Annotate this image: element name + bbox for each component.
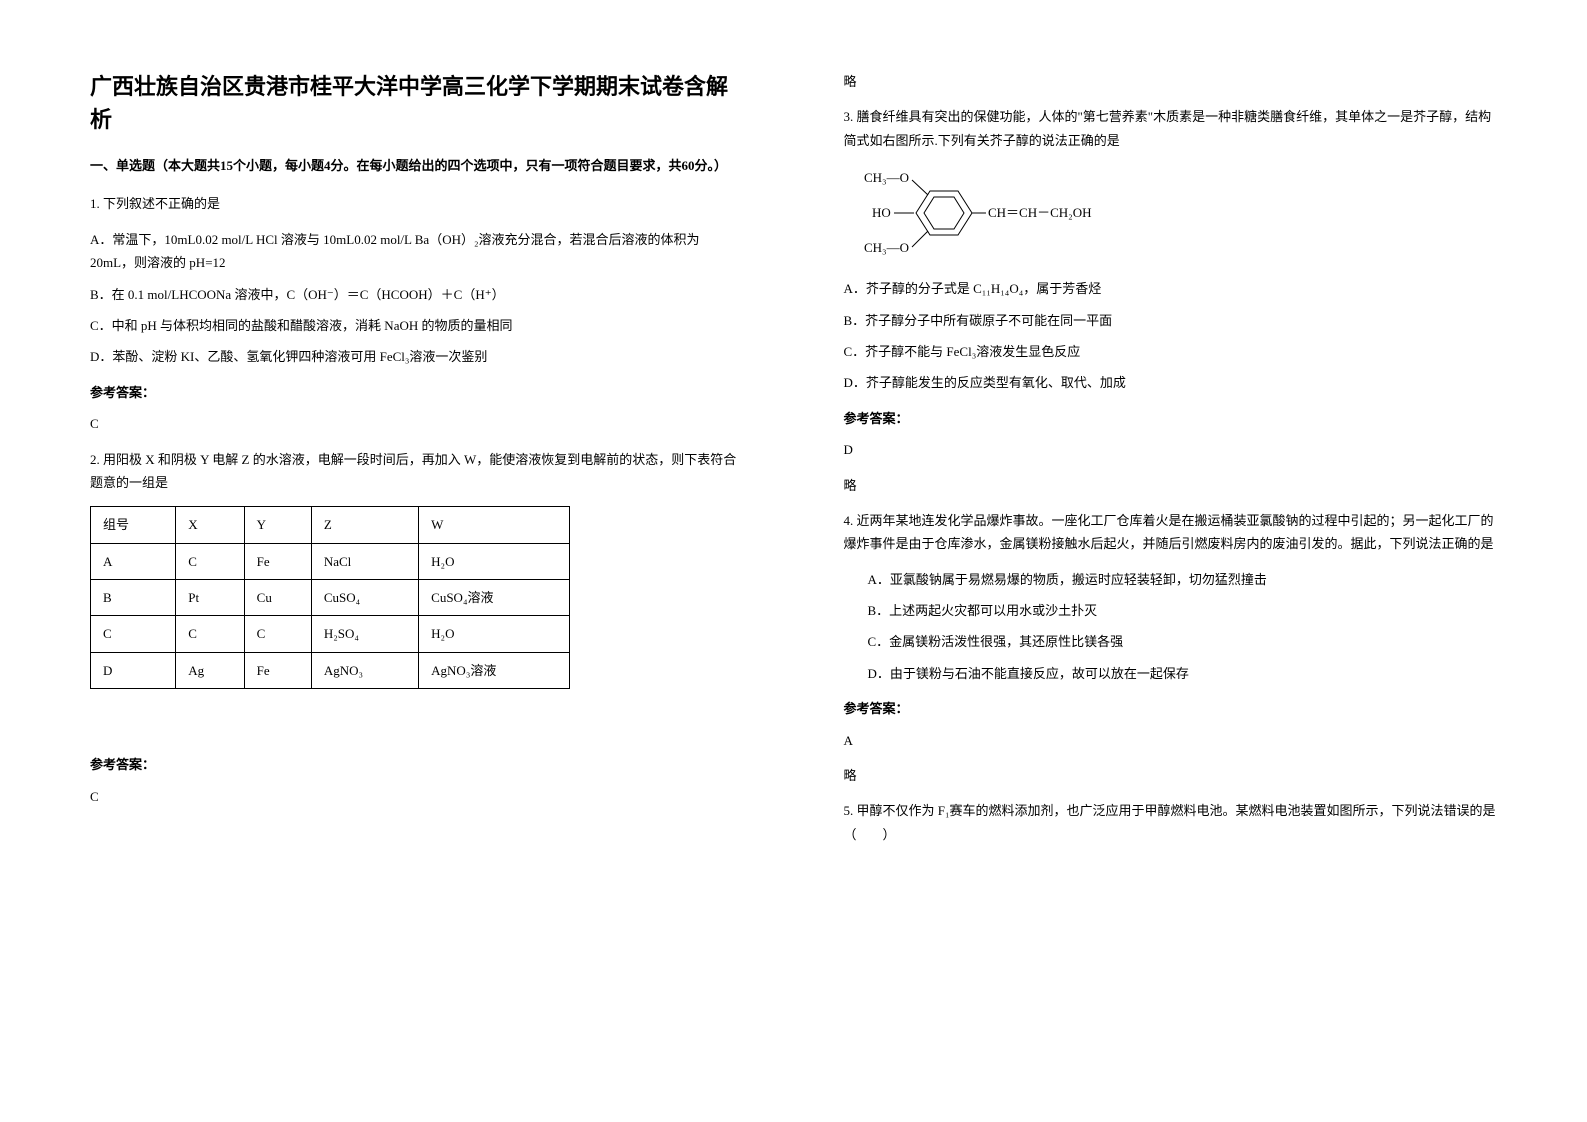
table-header-row: 组号 X Y Z W	[91, 507, 570, 543]
q3-optC: C．芥子醇不能与 FeCl₃溶液发生显色反应	[844, 340, 1498, 363]
table-header: Z	[311, 507, 418, 543]
table-cell: AgNO₃溶液	[419, 652, 570, 688]
table-cell: H₂O	[419, 543, 570, 579]
q1-answer: C	[90, 412, 744, 435]
table-cell: C	[91, 616, 176, 652]
table-cell: Fe	[244, 543, 311, 579]
struct-ho: HO	[872, 205, 891, 220]
q2-stem: 2. 用阳极 X 和阴极 Y 电解 Z 的水溶液，电解一段时间后，再加入 W，能…	[90, 448, 744, 495]
q3-stem: 3. 膳食纤维具有突出的保健功能，人体的"第七营养素"木质素是一种非糖类膳食纤维…	[844, 105, 1498, 152]
section-intro: 一、单选题（本大题共15个小题，每小题4分。在每小题给出的四个选项中，只有一项符…	[90, 154, 744, 177]
chemical-structure-svg: CH₃—O HO CH₃—O CH＝CH－CH₂OH	[864, 167, 1124, 262]
q4-optB: B．上述两起火灾都可以用水或沙土扑灭	[844, 599, 1498, 622]
table-cell: Ag	[176, 652, 244, 688]
struct-ch3o-bot: CH₃—O	[864, 240, 909, 255]
table-cell: Pt	[176, 580, 244, 616]
q4-answer: A	[844, 729, 1498, 752]
table-cell: CuSO₄溶液	[419, 580, 570, 616]
table-cell: D	[91, 652, 176, 688]
q2-explanation: 略	[844, 70, 1498, 93]
table-header: Y	[244, 507, 311, 543]
q1-answer-label: 参考答案：	[90, 381, 744, 404]
q4-explanation: 略	[844, 764, 1498, 787]
struct-chain: CH＝CH－CH₂OH	[988, 205, 1092, 220]
q4-optA: A．亚氯酸钠属于易燃易爆的物质，搬运时应轻装轻卸，切勿猛烈撞击	[844, 568, 1498, 591]
q2-answer-label: 参考答案：	[90, 753, 744, 776]
table-cell: AgNO₃	[311, 652, 418, 688]
q5-stem: 5. 甲醇不仅作为 F₁赛车的燃料添加剂，也广泛应用于甲醇燃料电池。某燃料电池装…	[844, 799, 1498, 846]
q4-stem: 4. 近两年某地连发化学品爆炸事故。一座化工厂仓库着火是在搬运桶装亚氯酸钠的过程…	[844, 509, 1498, 556]
q3-optD: D．芥子醇能发生的反应类型有氧化、取代、加成	[844, 371, 1498, 394]
q2-table: 组号 X Y Z W A C Fe NaCl H₂O B Pt Cu CuSO₄…	[90, 506, 570, 689]
q3-optB: B．芥子醇分子中所有碳原子不可能在同一平面	[844, 309, 1498, 332]
table-header: W	[419, 507, 570, 543]
q4-optD: D．由于镁粉与石油不能直接反应，故可以放在一起保存	[844, 662, 1498, 685]
table-header: 组号	[91, 507, 176, 543]
q1-stem: 1. 下列叙述不正确的是	[90, 192, 744, 215]
struct-ch3o-top: CH₃—O	[864, 170, 909, 185]
q3-answer-label: 参考答案：	[844, 407, 1498, 430]
q1-optB: B．在 0.1 mol/LHCOONa 溶液中，C（OH⁻）＝C（HCOOH）＋…	[90, 283, 744, 306]
table-cell: Fe	[244, 652, 311, 688]
q1-optA: A．常温下，10mL0.02 mol/L HCl 溶液与 10mL0.02 mo…	[90, 228, 744, 275]
q4-optC: C．金属镁粉活泼性很强，其还原性比镁各强	[844, 630, 1498, 653]
table-row: C C C H₂SO₄ H₂O	[91, 616, 570, 652]
q3-structure: CH₃—O HO CH₃—O CH＝CH－CH₂OH	[864, 167, 1498, 262]
table-cell: CuSO₄	[311, 580, 418, 616]
q1-optD: D．苯酚、淀粉 KI、乙酸、氢氧化钾四种溶液可用 FeCl₃溶液一次鉴别	[90, 345, 744, 368]
table-cell: C	[176, 616, 244, 652]
table-header: X	[176, 507, 244, 543]
q3-optA: A．芥子醇的分子式是 C₁₁H₁₄O₄，属于芳香烃	[844, 277, 1498, 300]
table-cell: Cu	[244, 580, 311, 616]
table-row: A C Fe NaCl H₂O	[91, 543, 570, 579]
table-cell: C	[176, 543, 244, 579]
table-cell: C	[244, 616, 311, 652]
table-cell: H₂O	[419, 616, 570, 652]
q3-explanation: 略	[844, 474, 1498, 497]
q1-optC: C．中和 pH 与体积均相同的盐酸和醋酸溶液，消耗 NaOH 的物质的量相同	[90, 314, 744, 337]
q4-answer-label: 参考答案：	[844, 697, 1498, 720]
table-cell: A	[91, 543, 176, 579]
table-row: D Ag Fe AgNO₃ AgNO₃溶液	[91, 652, 570, 688]
table-row: B Pt Cu CuSO₄ CuSO₄溶液	[91, 580, 570, 616]
q3-answer: D	[844, 438, 1498, 461]
table-cell: H₂SO₄	[311, 616, 418, 652]
q2-answer: C	[90, 785, 744, 808]
table-cell: B	[91, 580, 176, 616]
table-cell: NaCl	[311, 543, 418, 579]
page-title: 广西壮族自治区贵港市桂平大洋中学高三化学下学期期末试卷含解析	[90, 70, 744, 136]
